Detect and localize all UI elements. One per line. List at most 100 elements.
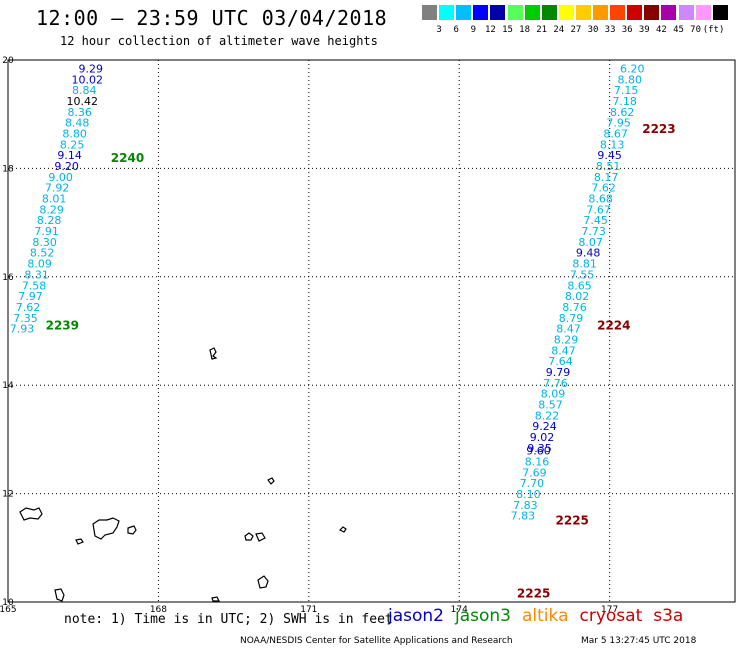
wave-height-label: 10.42 — [66, 95, 98, 108]
scale-swatch — [524, 5, 540, 20]
scale-label: 9 — [470, 25, 476, 35]
satellite-legend-item: jason3 — [455, 606, 511, 626]
coastline-island — [92, 517, 120, 540]
y-tick-label: 14 — [2, 381, 14, 391]
y-tick-label: 16 — [2, 273, 14, 283]
wave-height-label: 8.84 — [72, 84, 97, 97]
pass-number-label: 2239 — [46, 318, 79, 332]
wave-height-label: 7.18 — [612, 95, 637, 108]
generation-timestamp: Mar 5 13:27:45 UTC 2018 — [581, 636, 697, 646]
satellite-legend-item: altika — [522, 606, 569, 626]
wave-height-label: 8.09 — [27, 258, 52, 271]
y-tick-label: 20 — [2, 56, 14, 66]
wave-height-label: 7.58 — [22, 279, 47, 292]
coastline-island — [209, 347, 218, 360]
scale-label: 30 — [587, 25, 599, 35]
scale-label: 21 — [536, 25, 548, 35]
wave-height-label: 8.16 — [525, 455, 550, 468]
scale-label: 36 — [621, 25, 633, 35]
wave-height-label: 8.09 — [541, 388, 566, 401]
scale-swatch — [661, 5, 677, 20]
wave-height-label: 8.51 — [596, 160, 621, 173]
scale-swatch — [712, 5, 728, 20]
scale-label: 39 — [638, 25, 650, 35]
coastline-island — [75, 538, 84, 545]
pass-number-label: 2225 — [517, 587, 550, 601]
scale-label: 18 — [519, 25, 531, 35]
wave-height-label: 8.65 — [567, 279, 592, 292]
wave-height-label: 7.95 — [606, 117, 631, 130]
satellite-legend-item: jason2 — [388, 606, 444, 626]
wave-height-label: 8.81 — [572, 258, 597, 271]
wave-height-label: 9.00 — [48, 171, 73, 184]
pass-number-label: 2240 — [111, 151, 144, 165]
wave-height-label: 8.68 — [588, 193, 613, 206]
wave-height-label: 6.20 — [620, 62, 645, 75]
wave-height-label: 7.55 — [570, 268, 595, 281]
scale-swatch — [610, 5, 626, 20]
scale-swatch — [422, 5, 437, 20]
wave-height-label: 9.20 — [54, 160, 79, 173]
wave-height-label: 8.48 — [65, 117, 90, 130]
wave-height-label: 8.52 — [30, 247, 55, 260]
wave-height-label: 7.45 — [583, 214, 608, 227]
wave-height-label: 7.62 — [16, 301, 41, 314]
wave-height-label: 9.48 — [576, 247, 601, 260]
scale-label: 24 — [553, 25, 565, 35]
wave-height-label: 7.83 — [511, 510, 536, 523]
wave-height-label: 8.30 — [32, 236, 57, 249]
x-tick-label: 177 — [601, 605, 618, 615]
wave-height-label: 8.80 — [617, 73, 642, 86]
x-tick-label: 171 — [300, 605, 317, 615]
satellite-legend: jason2 jason3 altika cryosat s3a — [388, 606, 694, 626]
scale-label: (ft) — [702, 25, 725, 35]
scale-label: 6 — [453, 25, 459, 35]
wave-height-label: 8.36 — [67, 106, 92, 119]
pass-number-label: 2223 — [642, 122, 675, 136]
scale-swatch — [678, 5, 694, 20]
wave-height-label: 7.73 — [581, 225, 606, 238]
wave-height-label: 8.79 — [559, 312, 584, 325]
coastline-island — [255, 532, 266, 542]
wave-height-label: 8.47 — [556, 323, 581, 336]
x-tick-label: 168 — [150, 605, 167, 615]
wave-height-label: 8.17 — [594, 171, 619, 184]
wave-height-label: 9.24 — [532, 420, 557, 433]
wave-height-label: 8.13 — [600, 138, 625, 151]
scale-label: 12 — [484, 25, 496, 35]
scale-swatch — [695, 5, 711, 20]
wave-height-label: 8.67 — [603, 128, 628, 141]
wave-height-label: 7.15 — [614, 84, 639, 97]
wave-height-label: 9.14 — [57, 149, 82, 162]
wave-height-label: 7.69 — [522, 466, 547, 479]
scale-swatch — [473, 5, 489, 20]
scale-swatch — [627, 5, 643, 20]
wave-height-label: 8.47 — [551, 344, 576, 357]
scale-label: 42 — [655, 25, 667, 35]
map-frame — [7, 59, 736, 603]
page-title: 12:00 – 23:59 UTC 03/04/2018 — [36, 6, 388, 30]
coastline-island — [211, 596, 220, 602]
wave-height-label: 8.01 — [42, 193, 67, 206]
satellite-legend-item: cryosat — [579, 606, 643, 626]
y-tick-label: 10 — [2, 598, 14, 608]
scale-swatch — [644, 5, 660, 20]
wave-height-label: 9.35 — [527, 442, 552, 455]
scale-swatch — [507, 5, 523, 20]
scale-label: 45 — [673, 25, 684, 35]
scale-swatch — [575, 5, 591, 20]
scale-swatch — [558, 5, 574, 20]
wave-height-label: 7.35 — [13, 312, 38, 325]
wave-height-label: 8.29 — [554, 333, 579, 346]
wave-height-label: 7.91 — [34, 225, 59, 238]
wave-height-label: 7.92 — [45, 182, 70, 195]
scale-swatch — [541, 5, 557, 20]
scale-label: 3 — [436, 25, 442, 35]
coastline-island — [267, 477, 275, 485]
scale-swatch — [490, 5, 506, 20]
scale-label: 33 — [604, 25, 616, 35]
wave-height-label: 8.57 — [538, 399, 563, 412]
x-tick-label: 165 — [0, 605, 17, 615]
wave-height-label: 8.80 — [62, 128, 87, 141]
wave-height-label: 9.45 — [597, 149, 622, 162]
